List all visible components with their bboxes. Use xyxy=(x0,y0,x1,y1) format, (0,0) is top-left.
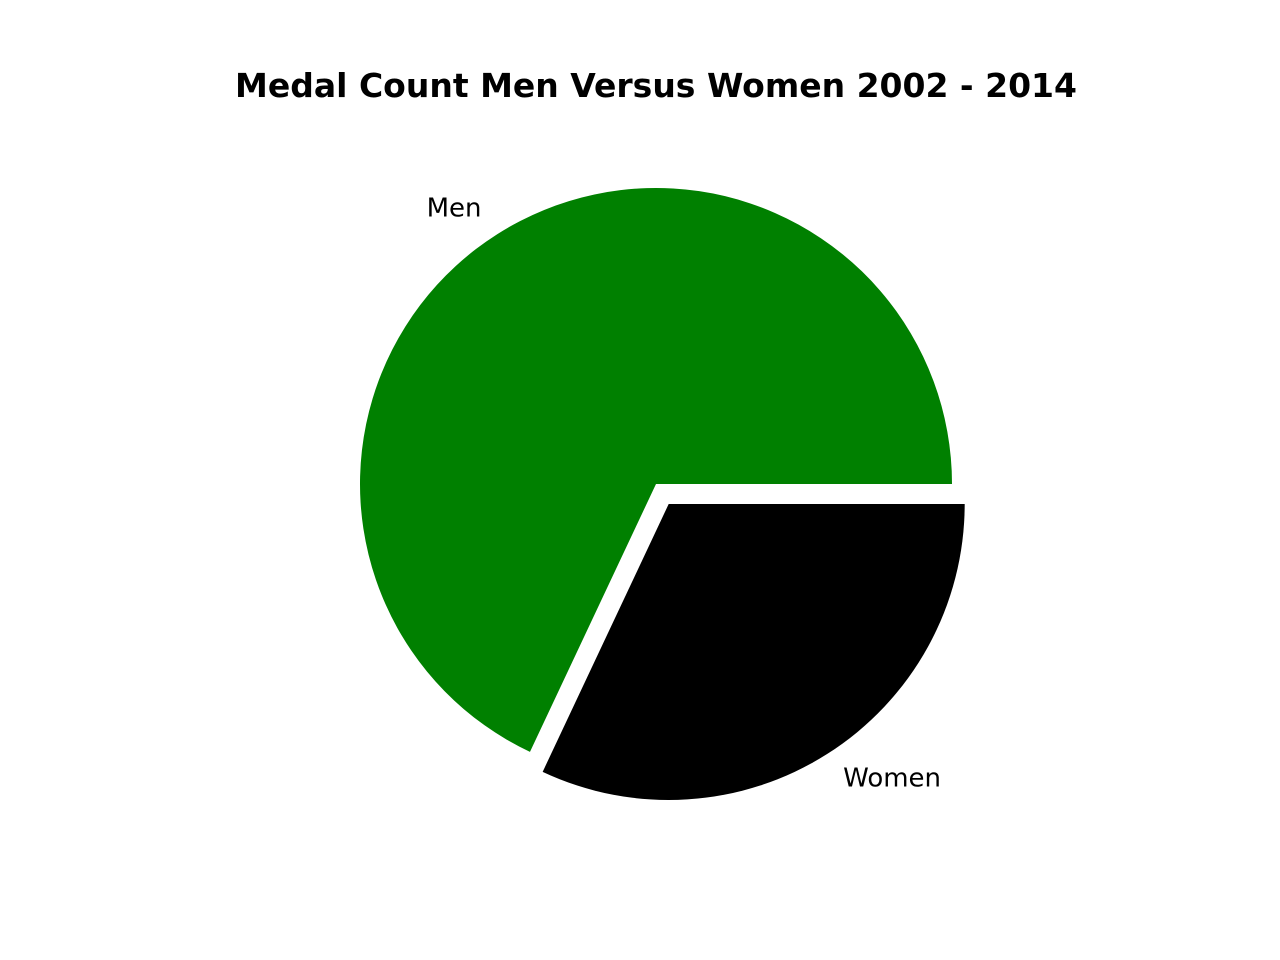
pie-label-men: Men xyxy=(427,194,482,224)
chart-title: Medal Count Men Versus Women 2002 - 2014 xyxy=(235,66,1077,105)
pie-label-women: Women xyxy=(843,763,941,793)
pie-slice-women xyxy=(542,503,965,800)
pie-slices xyxy=(360,188,965,800)
pie-labels: Men Women xyxy=(427,194,941,794)
pie-slice-men xyxy=(360,188,952,752)
